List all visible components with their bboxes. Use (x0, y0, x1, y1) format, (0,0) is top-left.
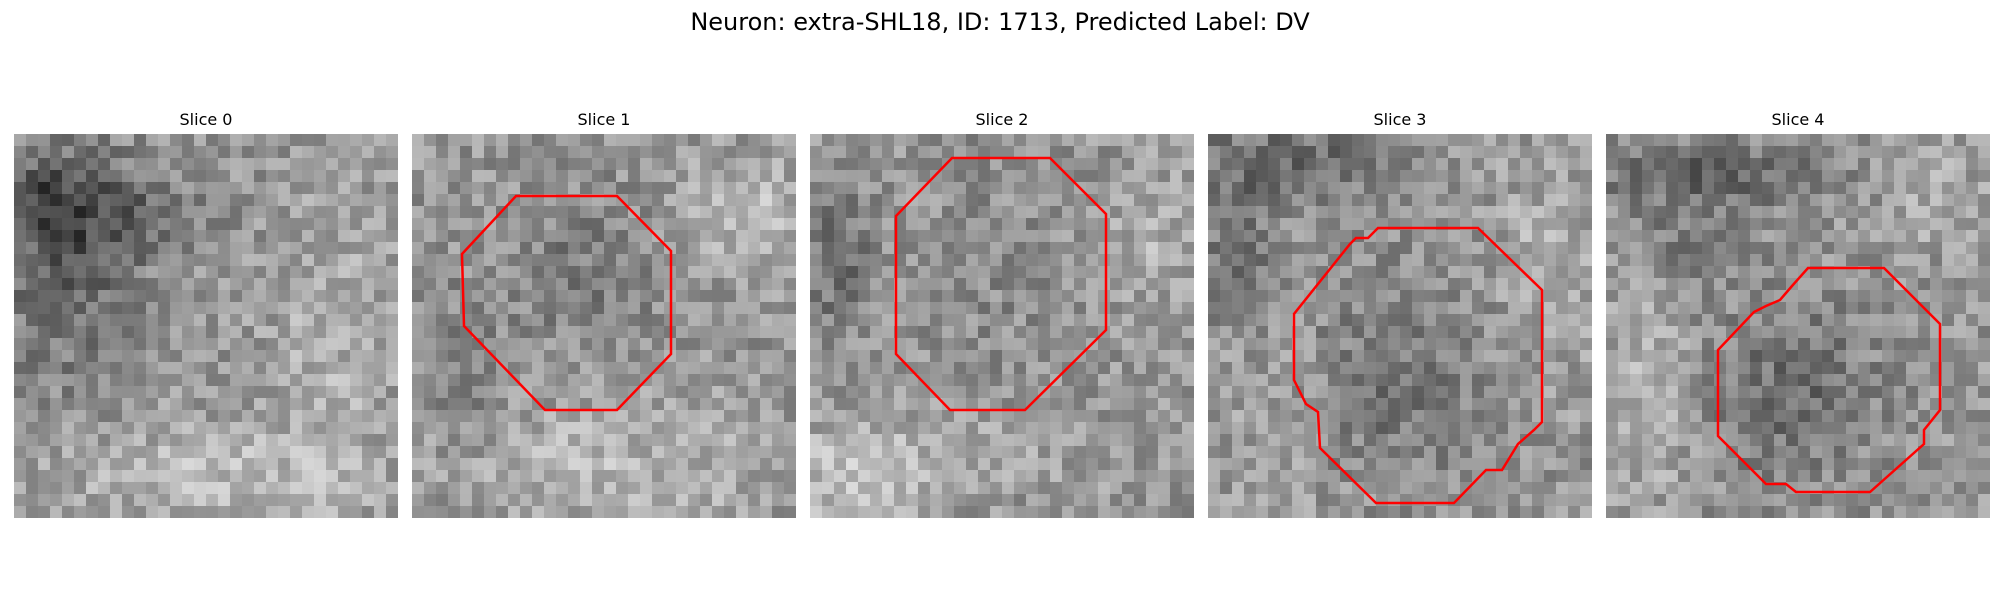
slice-image-4 (1606, 134, 1990, 518)
figure-title: Neuron: extra-SHL18, ID: 1713, Predicted… (690, 8, 1310, 36)
slice-panel-2: Slice 2 (810, 108, 1194, 518)
roi-outline-1 (460, 194, 673, 412)
slice-image-0 (14, 134, 398, 518)
slice-panel-4: Slice 4 (1606, 108, 1990, 518)
roi-contour-4 (1716, 266, 1942, 494)
slice-title-2: Slice 2 (975, 110, 1029, 129)
slice-image-2 (810, 134, 1194, 518)
slice-title-4: Slice 4 (1771, 110, 1825, 129)
slice-title-0: Slice 0 (179, 110, 233, 129)
slice-panel-1: Slice 1 (412, 108, 796, 518)
roi-contour-1 (460, 194, 673, 412)
roi-outline-3 (1292, 226, 1544, 505)
slice-panel-3: Slice 3 (1208, 108, 1592, 518)
roi-contour-2 (894, 156, 1108, 412)
roi-contour-3 (1292, 226, 1544, 505)
roi-outline-4 (1716, 266, 1942, 494)
slice-image-3 (1208, 134, 1592, 518)
roi-outline-2 (894, 156, 1108, 412)
slice-panel-0: Slice 0 (14, 108, 398, 518)
slice-title-3: Slice 3 (1373, 110, 1427, 129)
slice-image-1 (412, 134, 796, 518)
slice-title-1: Slice 1 (577, 110, 631, 129)
